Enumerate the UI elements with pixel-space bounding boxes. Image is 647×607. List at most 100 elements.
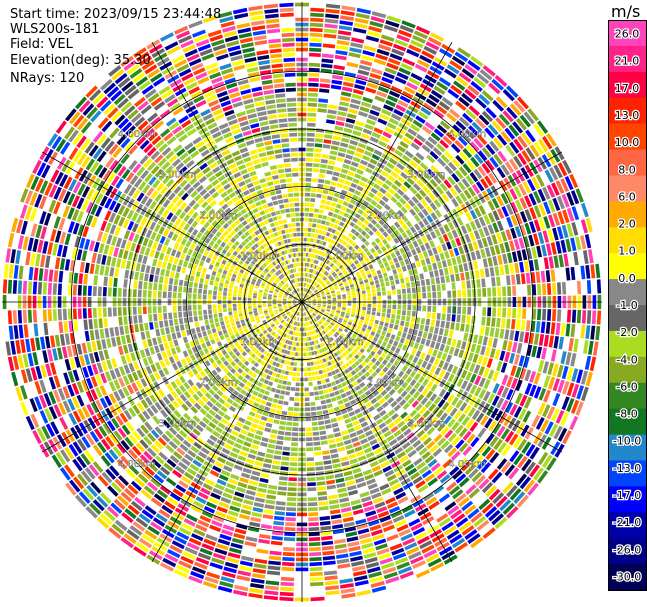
velocity-cell <box>347 278 353 283</box>
velocity-cell <box>252 390 259 396</box>
velocity-cell <box>388 117 399 126</box>
velocity-cell <box>397 175 406 184</box>
velocity-cell <box>262 319 267 323</box>
velocity-cell <box>201 395 209 403</box>
velocity-cell <box>226 347 232 353</box>
velocity-cell <box>571 368 579 382</box>
velocity-cell <box>288 306 293 309</box>
velocity-cell <box>311 314 315 318</box>
velocity-cell <box>274 378 279 383</box>
velocity-cell <box>159 562 174 572</box>
velocity-cell <box>485 433 495 445</box>
velocity-cell <box>413 169 422 178</box>
velocity-cell <box>319 374 325 380</box>
velocity-cell <box>412 560 426 569</box>
velocity-cell <box>298 307 301 311</box>
velocity-cell <box>561 193 570 208</box>
velocity-cell <box>342 269 347 274</box>
velocity-cell <box>346 310 351 314</box>
velocity-cell <box>309 52 321 57</box>
velocity-cell <box>353 348 359 353</box>
velocity-cell <box>25 338 31 353</box>
velocity-cell <box>306 311 309 316</box>
velocity-cell <box>175 465 186 475</box>
velocity-cell <box>180 358 187 366</box>
velocity-cell <box>348 453 357 460</box>
velocity-cell <box>326 403 333 409</box>
velocity-cell <box>319 337 323 342</box>
velocity-cell <box>327 304 332 306</box>
velocity-cell <box>99 492 112 505</box>
velocity-cell <box>305 288 308 293</box>
velocity-cell <box>434 254 441 262</box>
velocity-cell <box>411 400 420 408</box>
velocity-cell <box>443 328 449 337</box>
velocity-cell <box>488 488 501 501</box>
velocity-cell <box>324 134 333 139</box>
velocity-cell <box>249 314 254 318</box>
velocity-cell <box>380 135 390 143</box>
velocity-cell <box>250 316 255 320</box>
velocity-cell <box>529 221 537 233</box>
velocity-cell <box>387 397 395 404</box>
velocity-cell <box>471 121 483 133</box>
velocity-cell <box>425 41 440 51</box>
velocity-cell <box>307 283 310 288</box>
velocity-cell <box>287 492 297 497</box>
velocity-cell <box>124 325 130 335</box>
velocity-cell <box>537 188 546 202</box>
velocity-cell <box>302 332 305 337</box>
velocity-cell <box>123 364 131 374</box>
velocity-cell <box>523 236 530 248</box>
velocity-cell <box>109 433 119 445</box>
velocity-cell <box>429 393 438 402</box>
velocity-cell <box>367 483 378 490</box>
velocity-cell <box>350 228 357 234</box>
velocity-cell <box>332 213 338 219</box>
velocity-cell <box>282 561 295 567</box>
velocity-cell <box>352 342 357 347</box>
velocity-cell <box>417 358 424 366</box>
velocity-cell <box>319 326 323 331</box>
velocity-cell <box>309 208 315 213</box>
velocity-cell <box>311 416 318 421</box>
velocity-cell <box>499 499 512 512</box>
velocity-cell <box>524 195 533 208</box>
velocity-cell <box>62 400 71 413</box>
velocity-cell <box>394 447 404 455</box>
velocity-cell <box>239 330 245 335</box>
velocity-cell <box>295 387 300 392</box>
velocity-cell <box>226 556 240 564</box>
velocity-cell <box>331 279 336 284</box>
velocity-cell <box>160 409 169 419</box>
velocity-cell <box>340 96 351 102</box>
velocity-cell <box>349 432 357 438</box>
velocity-cell <box>438 101 451 111</box>
velocity-cell <box>405 368 413 375</box>
velocity-cell <box>323 560 336 566</box>
velocity-cell <box>541 347 547 360</box>
velocity-cell <box>528 193 537 206</box>
velocity-cell <box>387 187 396 195</box>
velocity-cell <box>322 230 327 236</box>
velocity-cell <box>478 377 486 388</box>
velocity-cell <box>425 496 437 506</box>
velocity-cell <box>557 195 565 210</box>
velocity-cell <box>243 441 252 448</box>
velocity-cell <box>353 224 360 230</box>
velocity-cell <box>135 350 141 360</box>
velocity-cell <box>317 285 321 289</box>
velocity-cell <box>438 388 447 398</box>
velocity-cell <box>40 364 48 378</box>
velocity-cell <box>293 310 297 315</box>
velocity-cell <box>406 310 411 316</box>
velocity-cell <box>376 312 381 317</box>
velocity-cell <box>421 50 435 60</box>
velocity-cell <box>436 143 446 153</box>
velocity-cell <box>32 352 39 366</box>
velocity-cell <box>281 566 295 572</box>
velocity-cell <box>282 446 291 451</box>
velocity-cell <box>494 244 501 255</box>
velocity-cell <box>247 306 252 309</box>
velocity-cell <box>308 290 311 294</box>
